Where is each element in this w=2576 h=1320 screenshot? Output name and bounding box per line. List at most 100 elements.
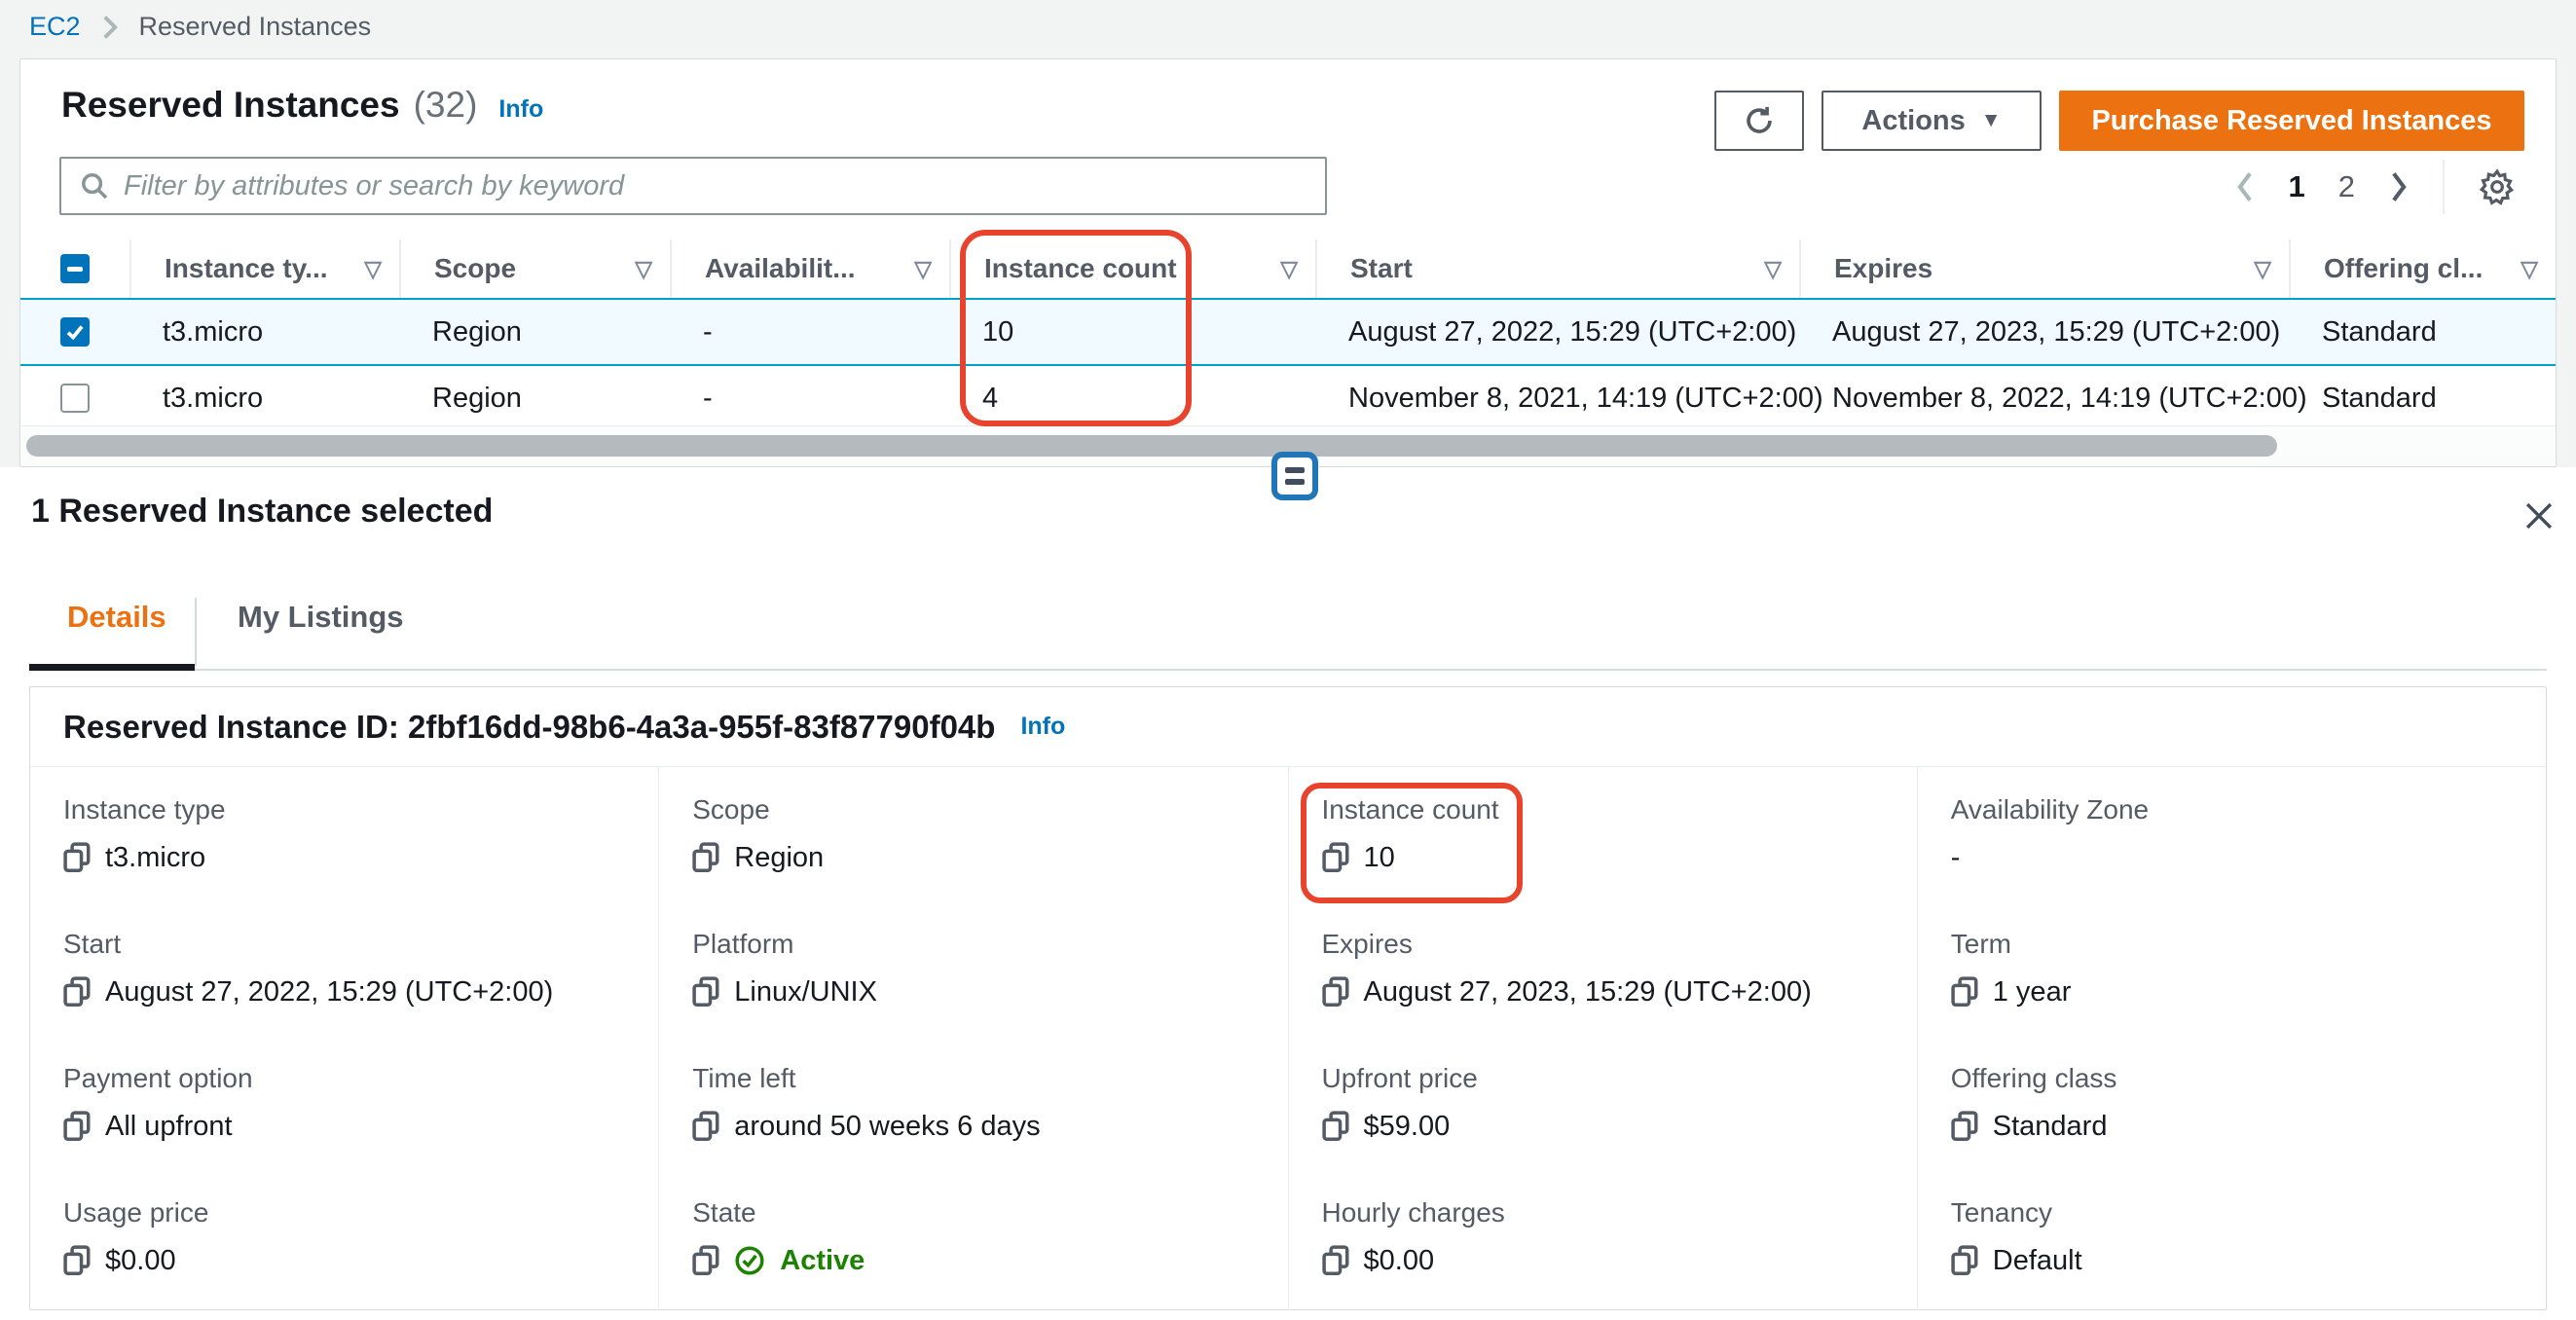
breadcrumb-current: Reserved Instances [138, 12, 372, 41]
details-card: Reserved Instance ID: 2fbf16dd-98b6-4a3a… [29, 686, 2547, 1310]
breadcrumb-link-ec2[interactable]: EC2 [29, 12, 81, 41]
row-checkbox-checked[interactable] [60, 317, 90, 347]
tab-my-listings[interactable]: My Listings [238, 600, 404, 634]
horizontal-scrollbar[interactable] [26, 435, 2277, 457]
cell-expires: August 27, 2023, 15:29 (UTC+2:00) [1832, 315, 2281, 348]
page-number-1[interactable]: 1 [2288, 169, 2305, 203]
copy-icon[interactable] [1321, 1245, 1349, 1276]
field-payment-option: Payment option All upfront [63, 1063, 648, 1143]
copy-icon[interactable] [1951, 1245, 1978, 1276]
chevron-down-icon: ▼ [1980, 109, 2002, 131]
page-info-link[interactable]: Info [498, 95, 544, 123]
field-value-text: - [1950, 841, 1961, 873]
active-tab-underline [29, 664, 195, 671]
previous-page-icon[interactable] [2234, 170, 2256, 203]
status-active-icon [734, 1245, 765, 1276]
page-number-2[interactable]: 2 [2337, 169, 2355, 203]
field-label: Offering class [1950, 1063, 2117, 1093]
field-label: Instance type [63, 794, 226, 825]
copy-icon[interactable] [63, 1111, 91, 1142]
field-value-text: $59.00 [1363, 1110, 1451, 1142]
cell-instance-count: 10 [982, 315, 1014, 348]
search-input[interactable] [124, 169, 1307, 202]
purchase-button-label: Purchase Reserved Instances [2091, 104, 2492, 136]
table-row[interactable]: t3.micro Region - 10 August 27, 2022, 15… [20, 298, 2556, 366]
column-header-expires[interactable]: Expires ▽ [1799, 239, 2289, 298]
column-header-instance-count[interactable]: Instance count ▽ [949, 239, 1315, 298]
field-scope: Scope Region [692, 794, 1277, 874]
column-label: Scope [434, 253, 517, 283]
cell-start: November 8, 2021, 14:19 (UTC+2:00) [1348, 382, 1823, 414]
field-label: Availability Zone [1950, 794, 2150, 825]
field-availability-zone: Availability Zone - [1951, 794, 2536, 874]
settings-gear-icon[interactable] [2478, 167, 2517, 206]
column-header-availability-zone[interactable]: Availabilit... ▽ [670, 239, 949, 298]
pagination: 1 2 [2234, 159, 2518, 215]
details-column-2: Scope Region Platform Linux/UNIX Time le… [658, 767, 1287, 1310]
filter-column-icon[interactable]: ▽ [1280, 255, 1298, 281]
field-label: Usage price [63, 1197, 209, 1228]
filter-column-icon[interactable]: ▽ [2521, 255, 2538, 281]
field-value-text: 10 [1363, 841, 1395, 873]
copy-icon[interactable] [1951, 1111, 1978, 1142]
copy-icon[interactable] [1951, 976, 1978, 1008]
actions-button[interactable]: Actions ▼ [1822, 91, 2042, 151]
column-label: Instance count [984, 253, 1177, 283]
copy-icon[interactable] [692, 976, 719, 1008]
details-column-3: Instance count 10 Expires August 27, 202… [1287, 767, 1917, 1310]
field-value-text: Standard [1992, 1110, 2108, 1142]
field-value-text: Linux/UNIX [734, 975, 877, 1008]
copy-icon[interactable] [1321, 976, 1349, 1008]
close-icon[interactable] [2518, 495, 2560, 537]
column-header-instance-type[interactable]: Instance ty... ▽ [129, 239, 399, 298]
reserved-instances-panel: Reserved Instances (32) Info Actions ▼ P… [19, 58, 2557, 467]
page-title-text: Reserved Instances [61, 85, 400, 125]
field-label: Start [63, 929, 122, 959]
row-checkbox-unchecked[interactable] [60, 384, 90, 413]
copy-icon[interactable] [692, 842, 719, 873]
copy-icon[interactable] [63, 842, 91, 873]
field-instance-type: Instance type t3.micro [63, 794, 648, 874]
copy-icon[interactable] [63, 1245, 91, 1276]
select-all-header-cell [20, 239, 129, 298]
field-value-text: August 27, 2023, 15:29 (UTC+2:00) [1363, 975, 1812, 1008]
refresh-icon [1742, 103, 1777, 138]
purchase-reserved-instances-button[interactable]: Purchase Reserved Instances [2059, 91, 2524, 151]
field-label: State [692, 1197, 756, 1228]
filter-column-icon[interactable]: ▽ [2254, 255, 2271, 281]
selection-panel-title: 1 Reserved Instance selected [31, 493, 494, 530]
copy-icon[interactable] [1321, 1111, 1349, 1142]
cell-scope: Region [432, 315, 522, 348]
column-label: Expires [1834, 253, 1933, 283]
filter-column-icon[interactable]: ▽ [914, 255, 932, 281]
select-all-checkbox[interactable] [60, 254, 90, 283]
copy-icon[interactable] [1321, 842, 1349, 873]
filter-column-icon[interactable]: ▽ [364, 255, 382, 281]
tab-separator [195, 598, 197, 666]
filter-column-icon[interactable]: ▽ [635, 255, 652, 281]
panel-resize-handle-icon[interactable] [1271, 452, 1318, 500]
copy-icon[interactable] [692, 1111, 719, 1142]
column-label: Offering cl... [2324, 253, 2484, 283]
page-title: Reserved Instances (32) Info [61, 85, 543, 126]
field-usage-price: Usage price $0.00 [63, 1197, 648, 1277]
field-expires: Expires August 27, 2023, 15:29 (UTC+2:00… [1322, 929, 1907, 1008]
field-value-text: Default [1992, 1244, 2082, 1276]
next-page-icon[interactable] [2388, 170, 2410, 203]
copy-icon[interactable] [692, 1245, 719, 1276]
copy-icon[interactable] [63, 976, 91, 1008]
field-upfront-price: Upfront price $59.00 [1322, 1063, 1907, 1143]
status-badge: Active [780, 1244, 865, 1276]
details-info-link[interactable]: Info [1020, 713, 1066, 740]
refresh-button[interactable] [1714, 91, 1804, 151]
cell-availability-zone: - [703, 315, 713, 348]
field-label: Expires [1321, 929, 1413, 959]
tab-details[interactable]: Details [67, 600, 166, 634]
column-header-scope[interactable]: Scope ▽ [399, 239, 670, 298]
details-column-1: Instance type t3.micro Start August 27, … [30, 767, 658, 1310]
column-header-offering-class[interactable]: Offering cl... ▽ [2289, 239, 2556, 298]
filter-column-icon[interactable]: ▽ [1764, 255, 1782, 281]
tabs-divider-rule [29, 669, 2547, 671]
column-header-start[interactable]: Start ▽ [1315, 239, 1799, 298]
table-row[interactable]: t3.micro Region - 4 November 8, 2021, 14… [20, 366, 2556, 430]
